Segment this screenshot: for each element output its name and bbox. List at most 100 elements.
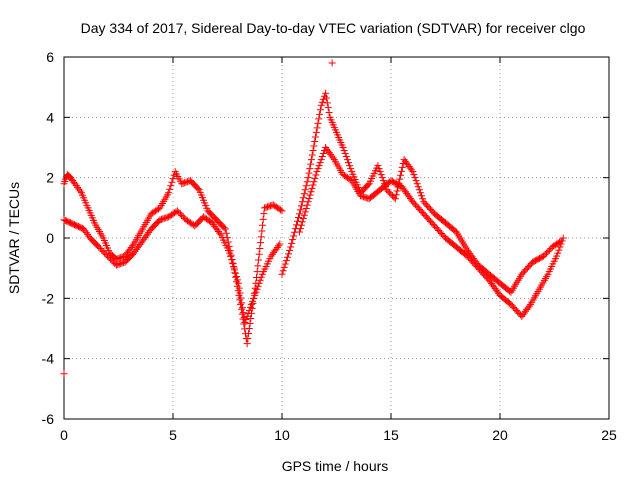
- data-point: [178, 180, 186, 188]
- data-point: [416, 189, 424, 197]
- data-point: [81, 227, 89, 235]
- data-point: [112, 261, 120, 269]
- data-point: [242, 315, 250, 323]
- x-tick-label: 15: [383, 427, 399, 443]
- data-point: [556, 243, 564, 251]
- data-point: [300, 190, 308, 198]
- data-point: [246, 319, 254, 327]
- data-point: [80, 225, 88, 233]
- data-point: [295, 228, 303, 236]
- data-point: [303, 178, 311, 186]
- data-point: [258, 227, 266, 235]
- data-point: [414, 183, 422, 191]
- y-tick-label: -6: [42, 411, 55, 427]
- data-point: [104, 252, 112, 260]
- data-point: [105, 254, 113, 262]
- data-point: [377, 171, 385, 179]
- data-point: [364, 181, 372, 189]
- data-point: [167, 182, 175, 190]
- data-point: [75, 185, 83, 193]
- data-point: [240, 320, 248, 328]
- data-point: [297, 202, 305, 210]
- data-point: [398, 163, 406, 171]
- data-point: [341, 150, 349, 158]
- data-point: [316, 110, 324, 118]
- data-point: [268, 201, 276, 209]
- data-point: [356, 192, 364, 200]
- data-point: [244, 335, 252, 343]
- data-point: [301, 208, 309, 216]
- data-point: [260, 210, 268, 218]
- y-tick-label: 2: [46, 170, 54, 186]
- data-point: [227, 252, 235, 260]
- data-point: [99, 248, 107, 256]
- data-point: [74, 183, 82, 191]
- data-point: [237, 294, 245, 302]
- data-point: [222, 229, 230, 237]
- data-point: [340, 147, 348, 155]
- data-point: [419, 195, 427, 203]
- y-tick-label: 6: [46, 49, 54, 65]
- data-point: [298, 218, 306, 226]
- data-point: [98, 246, 106, 254]
- x-tick-label: 5: [169, 427, 177, 443]
- data-point: [281, 260, 289, 268]
- data-point: [96, 245, 104, 253]
- data-point: [311, 137, 319, 145]
- data-point: [315, 162, 323, 170]
- data-point: [319, 95, 327, 103]
- x-tick-label: 20: [492, 427, 508, 443]
- data-point: [302, 182, 310, 190]
- data-point: [346, 162, 354, 170]
- data-point: [216, 229, 224, 237]
- data-point: [408, 166, 416, 174]
- y-axis-label: SDTVAR / TECUs: [6, 182, 22, 294]
- data-point: [108, 257, 116, 265]
- data-point: [344, 159, 352, 167]
- data-point: [82, 229, 90, 237]
- data-point: [226, 249, 234, 257]
- data-point: [109, 258, 117, 266]
- data-point: [233, 282, 241, 290]
- data-point: [259, 221, 267, 229]
- data-point: [221, 225, 229, 233]
- data-point: [297, 221, 305, 229]
- data-point: [117, 254, 125, 262]
- data-point: [308, 184, 316, 192]
- data-point: [172, 208, 180, 216]
- data-point: [277, 206, 285, 214]
- data-point: [305, 169, 313, 177]
- data-point: [323, 99, 331, 107]
- data-point: [118, 253, 126, 261]
- data-point: [310, 142, 318, 150]
- data-point: [115, 260, 123, 268]
- data-point: [287, 243, 295, 251]
- data-point: [375, 165, 383, 173]
- data-point: [238, 304, 246, 312]
- data-point: [308, 151, 316, 159]
- x-tick-label: 0: [60, 427, 68, 443]
- data-point: [235, 284, 243, 292]
- data-point: [249, 297, 257, 305]
- data-point: [129, 242, 137, 250]
- data-point: [374, 162, 382, 170]
- data-point: [317, 101, 325, 109]
- data-point: [347, 165, 355, 173]
- data-point: [317, 156, 325, 164]
- data-point: [342, 153, 350, 161]
- data-point: [319, 150, 327, 158]
- data-point: [241, 318, 249, 326]
- data-point: [290, 232, 298, 240]
- data-point: [302, 205, 310, 213]
- data-point: [554, 249, 562, 257]
- data-point: [294, 214, 302, 222]
- data-point: [311, 174, 319, 182]
- data-point: [306, 191, 314, 199]
- y-tick-label: 0: [46, 230, 54, 246]
- data-point: [256, 244, 264, 252]
- data-point: [412, 177, 420, 185]
- data-point: [253, 268, 261, 276]
- data-point: [541, 251, 549, 259]
- data-point: [102, 251, 110, 259]
